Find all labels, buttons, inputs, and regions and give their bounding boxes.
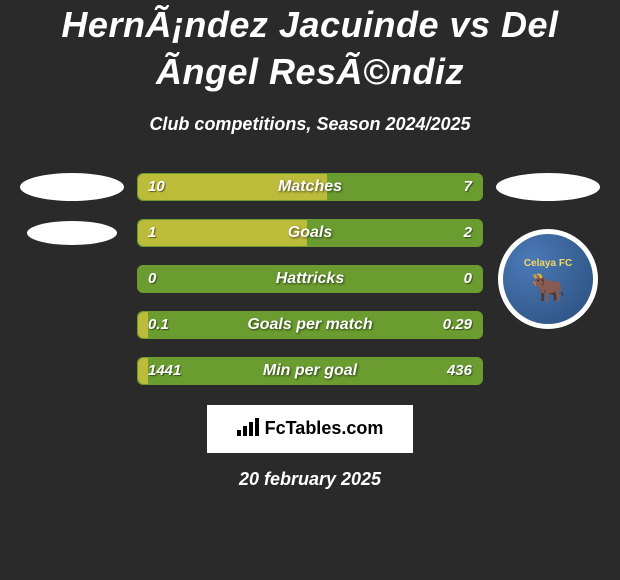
stat-label: Hattricks: [138, 270, 482, 288]
stat-row: 1Goals2: [137, 219, 483, 247]
stat-label: Goals: [138, 224, 482, 242]
left-badge-1: [20, 173, 124, 201]
footer-brand-text: FcTables.com: [265, 418, 384, 439]
footer-logo: FcTables.com: [207, 405, 413, 453]
chart-icon: [237, 416, 261, 442]
stat-right-value: 2: [464, 224, 472, 241]
stat-row: 10Matches7: [137, 173, 483, 201]
stat-label: Min per goal: [138, 362, 482, 380]
stat-label: Matches: [138, 178, 482, 196]
right-player-badges: Celaya FC 🐂: [483, 173, 613, 329]
right-badge-1: [496, 173, 600, 201]
bull-icon: 🐂: [531, 271, 566, 304]
stat-right-value: 0: [464, 270, 472, 287]
stat-right-value: 436: [447, 362, 472, 379]
stat-right-value: 7: [464, 178, 472, 195]
subtitle: Club competitions, Season 2024/2025: [149, 114, 470, 135]
stat-row: 0Hattricks0: [137, 265, 483, 293]
footer-date: 20 february 2025: [239, 469, 381, 490]
left-badge-2: [27, 221, 117, 245]
stat-row: 0.1Goals per match0.29: [137, 311, 483, 339]
stat-bars: 10Matches7 1Goals2 0Hattricks0 0.1Goals per…: [137, 173, 483, 385]
page-title: HernÃ¡ndez Jacuinde vs Del Ãngel ResÃ©nd…: [0, 2, 620, 96]
stat-label: Goals per match: [138, 316, 482, 334]
left-player-badges: [7, 173, 137, 245]
stat-row: 1441Min per goal436: [137, 357, 483, 385]
club-badge-celaya: Celaya FC 🐂: [498, 229, 598, 329]
comparison-card: HernÃ¡ndez Jacuinde vs Del Ãngel ResÃ©nd…: [0, 0, 620, 580]
club-badge-label: Celaya FC: [524, 258, 572, 269]
stats-area: 10Matches7 1Goals2 0Hattricks0 0.1Goals per…: [0, 173, 620, 385]
stat-right-value: 0.29: [443, 316, 472, 333]
